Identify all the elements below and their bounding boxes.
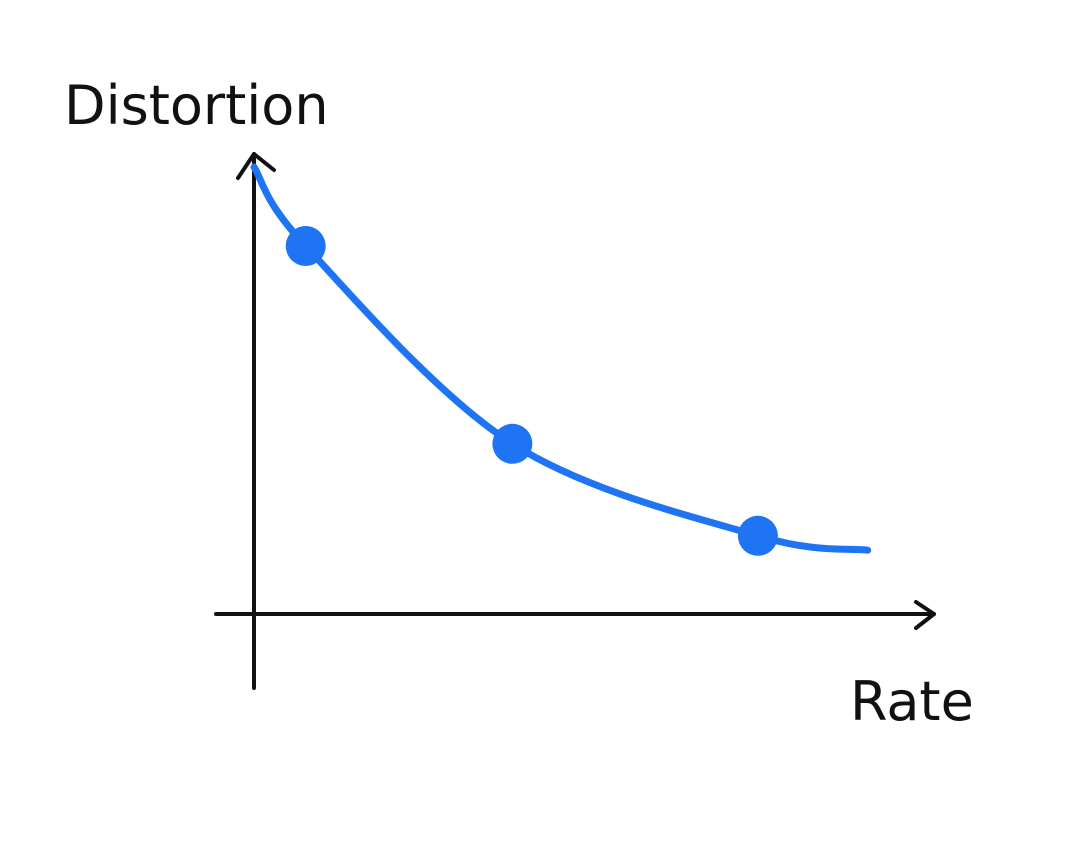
data-point-marker (492, 423, 533, 464)
y-axis-label: Distortion (64, 74, 329, 137)
series-line (250, 163, 872, 554)
x-axis-label: Rate (850, 670, 974, 733)
data-point-marker (285, 226, 326, 266)
data-point-marker (737, 515, 778, 556)
series-layer (250, 163, 872, 556)
x-axis-arrowhead (914, 600, 936, 630)
y-axis-arrowhead (236, 152, 276, 180)
